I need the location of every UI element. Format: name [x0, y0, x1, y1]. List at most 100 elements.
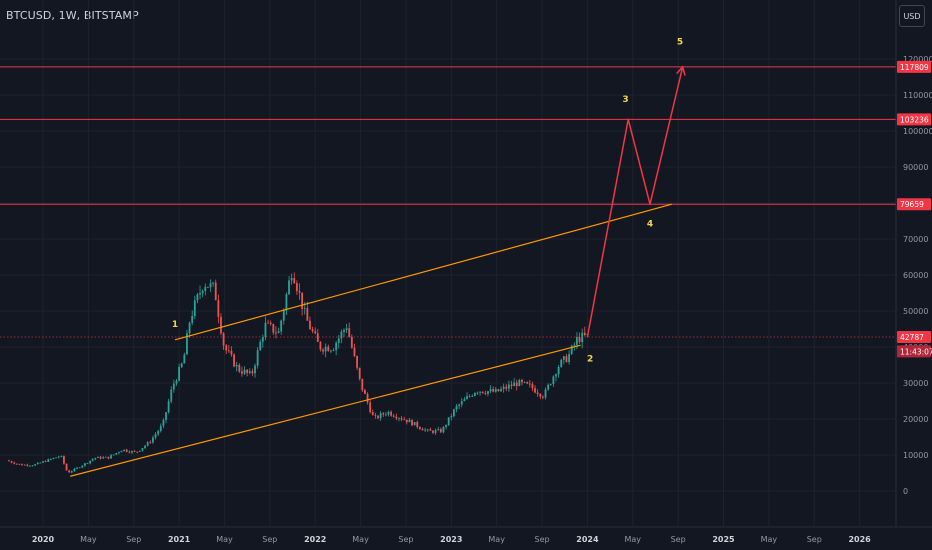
price-axis[interactable]: 0100002000030000400005000060000700008000… [895, 0, 932, 527]
price-tag-bg [897, 198, 931, 211]
candle-body [259, 341, 262, 351]
candle-body [23, 464, 26, 466]
price-tag-label: 42787 [900, 333, 924, 342]
candle-body [254, 365, 256, 374]
currency-button[interactable]: USD [899, 5, 925, 27]
trendline [174, 203, 672, 341]
time-axis[interactable]: 2020 May Sep 2021 May Sep 2022 May Sep 2023 May Sep… [0, 526, 932, 544]
candle-body [581, 332, 584, 343]
candle-body [450, 416, 453, 418]
candle-body [578, 337, 581, 343]
candle-body [178, 366, 180, 381]
candle-body [288, 280, 290, 295]
trendlines[interactable] [70, 203, 672, 477]
candle-body [152, 437, 154, 443]
candle-body [528, 383, 531, 385]
candle-body [405, 419, 408, 423]
candle-body [10, 461, 13, 463]
candle-body [193, 300, 196, 316]
candle-body [429, 429, 432, 431]
candle-body [243, 369, 246, 374]
candle-body [272, 324, 275, 333]
candle-body [424, 429, 427, 431]
candle-body [568, 354, 570, 362]
horizontal-levels[interactable] [0, 66, 896, 338]
candle-body [112, 454, 115, 456]
candle-body [458, 404, 461, 407]
candle-body [157, 430, 160, 435]
candle-body [110, 455, 112, 459]
price-tag-label: 117809 [900, 63, 929, 72]
candle-body [562, 356, 565, 360]
candle-body [246, 369, 249, 373]
price-tag-bg [897, 330, 931, 343]
candle-body [167, 401, 170, 413]
candle-body [13, 462, 16, 464]
candle-body [447, 417, 450, 426]
candle-body [131, 451, 133, 453]
time-tick-label: Sep [671, 535, 686, 544]
price-tick-label: 100000 [903, 127, 932, 136]
price-tick-label: 0 [903, 487, 908, 496]
price-tag-bg [897, 345, 931, 358]
candle-body [518, 380, 521, 387]
candle-body [99, 456, 102, 459]
candle-body [133, 451, 136, 452]
candle-body [455, 406, 458, 410]
trendline [70, 344, 581, 477]
candle-body [466, 396, 468, 400]
candle-body [322, 349, 324, 352]
candle-body [387, 411, 390, 415]
candle-body [314, 331, 317, 334]
candle-body [369, 402, 372, 413]
candle-body [557, 367, 560, 375]
candle-body [191, 315, 194, 323]
candle-body [416, 422, 419, 428]
candle-body [104, 456, 107, 458]
candle-body [364, 390, 366, 394]
candle-body [494, 389, 497, 392]
candle-body [309, 320, 311, 330]
price-tick-label: 90000 [903, 163, 928, 172]
candle-body [120, 450, 123, 453]
candle-body [324, 346, 327, 352]
wave-label: 5 [677, 38, 683, 48]
candle-body [353, 347, 356, 357]
candle-body [15, 463, 18, 465]
candle-body [199, 293, 201, 295]
price-tick-label: 70000 [903, 235, 928, 244]
candle-body [235, 364, 238, 367]
candle-body [521, 380, 523, 383]
candle-body [445, 425, 447, 427]
candle-body [209, 283, 212, 288]
candle-body [340, 331, 343, 339]
candle-body [63, 455, 65, 464]
candle-body [303, 308, 306, 310]
candle-body [136, 451, 139, 453]
candle-body [337, 338, 340, 343]
price-tick-label: 10000 [903, 451, 928, 460]
price-tick-label: 50000 [903, 307, 928, 316]
candle-body [479, 391, 481, 393]
candle-body [144, 445, 146, 449]
candle-body [165, 412, 167, 420]
candle-body [437, 429, 440, 431]
candle-body [76, 467, 78, 469]
candle-body [505, 386, 508, 389]
candle-body [277, 331, 280, 333]
time-tick-label: 2020 [32, 535, 55, 544]
candle-body [583, 332, 586, 336]
candle-body [141, 448, 144, 451]
candle-body [280, 320, 283, 332]
projection-path[interactable] [586, 65, 686, 338]
candle-body [55, 457, 57, 459]
candle-body [468, 395, 471, 397]
candle-body [534, 388, 536, 393]
candle-body [398, 418, 400, 419]
candle-body [544, 389, 547, 398]
price-tick-label: 60000 [903, 271, 928, 280]
candle-body [392, 415, 395, 417]
candle-body [220, 316, 222, 334]
time-tick-label: Sep [398, 535, 413, 544]
